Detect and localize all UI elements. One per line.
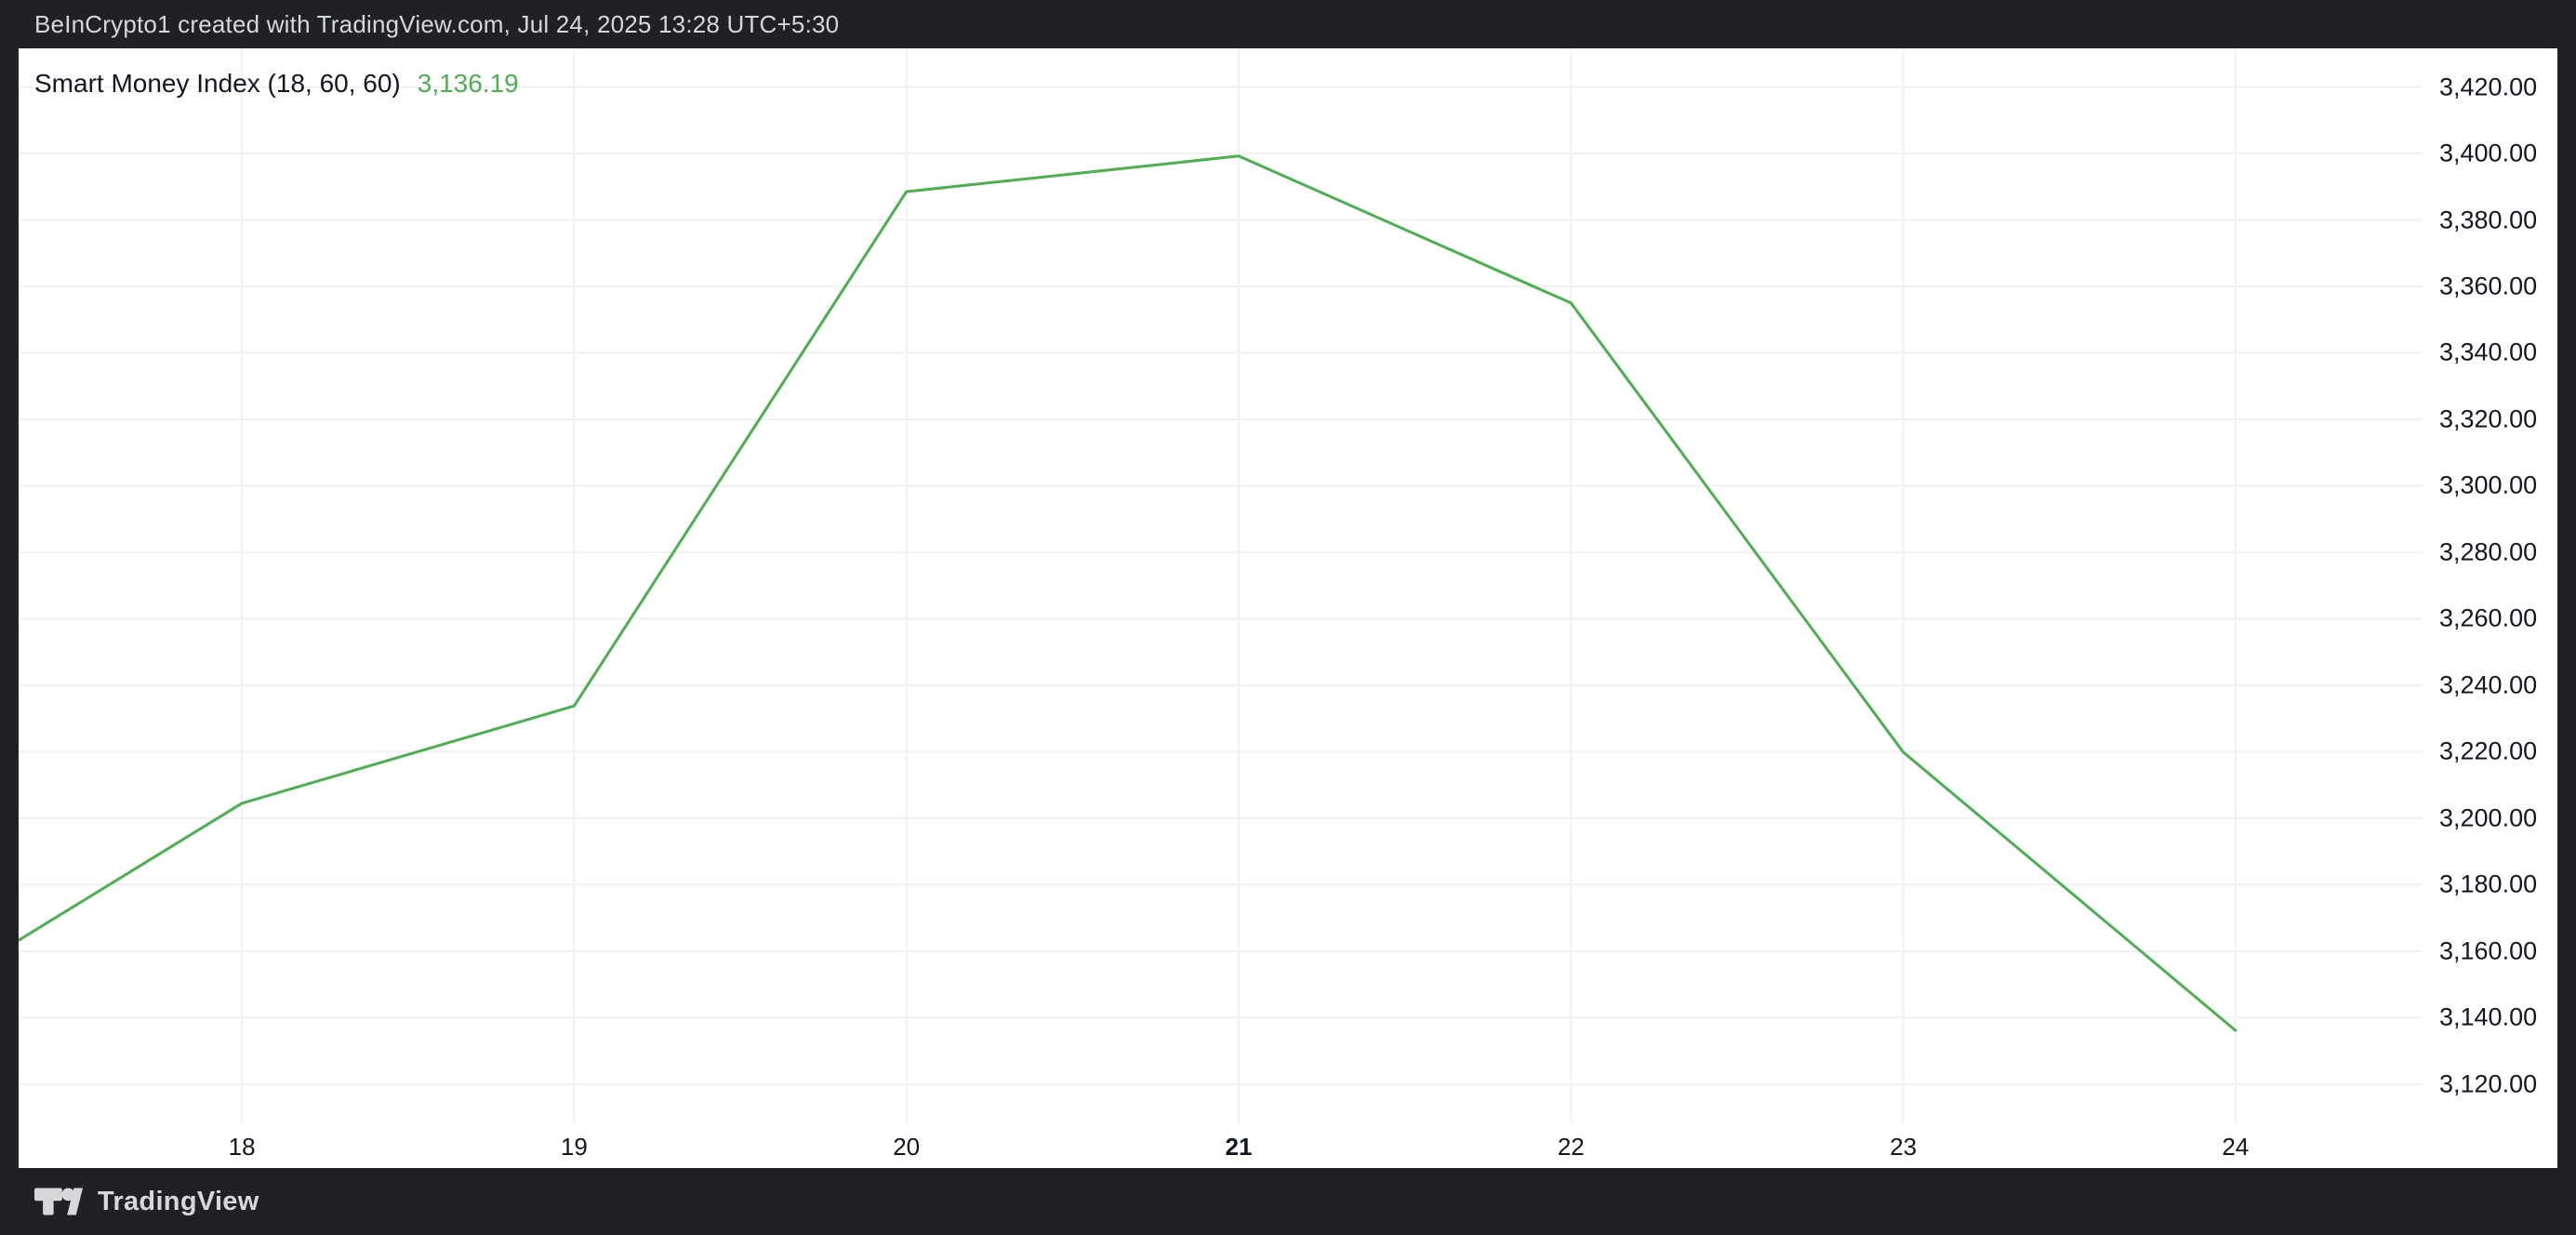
price-tick-label: 3,280.00 bbox=[2439, 538, 2538, 566]
price-tick-label: 3,160.00 bbox=[2439, 936, 2538, 965]
price-tick-label: 3,400.00 bbox=[2439, 139, 2538, 167]
tradingview-link[interactable]: TradingView bbox=[34, 1184, 259, 1219]
price-tick-label: 3,200.00 bbox=[2439, 803, 2538, 832]
smart-money-index-line bbox=[19, 154, 2237, 1032]
tradingview-brand-text: TradingView bbox=[98, 1186, 259, 1216]
price-chart-plot[interactable] bbox=[19, 48, 2423, 1122]
time-tick-label: 18 bbox=[228, 1133, 256, 1161]
price-tick-label: 3,180.00 bbox=[2439, 870, 2538, 898]
price-tick-label: 3,360.00 bbox=[2439, 272, 2538, 300]
time-tick-label: 24 bbox=[2222, 1133, 2250, 1161]
attribution-text: BeInCrypto1 created with TradingView.com… bbox=[34, 9, 840, 38]
price-tick-label: 3,140.00 bbox=[2439, 1003, 2538, 1031]
indicator-legend: Smart Money Index (18, 60, 60) 3,136.19 bbox=[34, 65, 519, 102]
price-tick-label: 3,240.00 bbox=[2439, 671, 2538, 699]
price-tick-label: 3,300.00 bbox=[2439, 471, 2538, 499]
indicator-title: Smart Money Index (18, 60, 60) bbox=[34, 69, 401, 98]
indicator-value: 3,136.19 bbox=[417, 69, 519, 98]
price-tick-label: 3,220.00 bbox=[2439, 737, 2538, 765]
price-axis[interactable]: 3,420.00 3,400.00 3,380.00 3,360.00 3,340.00… bbox=[2423, 48, 2557, 1122]
time-tick-label: 20 bbox=[893, 1133, 921, 1161]
price-tick-label: 3,260.00 bbox=[2439, 604, 2538, 632]
time-tick-label: 23 bbox=[1890, 1133, 1918, 1161]
time-tick-label: 19 bbox=[560, 1133, 588, 1161]
price-tick-label: 3,420.00 bbox=[2439, 73, 2538, 100]
time-tick-label: 22 bbox=[1557, 1133, 1585, 1161]
footer-bar: TradingView bbox=[0, 1168, 2576, 1235]
top-bar: BeInCrypto1 created with TradingView.com… bbox=[0, 0, 2576, 48]
price-tick-label: 3,120.00 bbox=[2439, 1069, 2538, 1098]
time-axis[interactable]: 18 19 20 21 22 23 24 bbox=[19, 1122, 2557, 1168]
price-tick-label: 3,340.00 bbox=[2439, 338, 2538, 366]
chart-pane[interactable]: Smart Money Index (18, 60, 60) 3,136.19 … bbox=[19, 48, 2557, 1168]
tradingview-logo-icon bbox=[34, 1188, 83, 1215]
price-tick-label: 3,320.00 bbox=[2439, 405, 2538, 433]
price-tick-label: 3,380.00 bbox=[2439, 206, 2538, 233]
time-tick-label: 21 bbox=[1225, 1133, 1253, 1161]
